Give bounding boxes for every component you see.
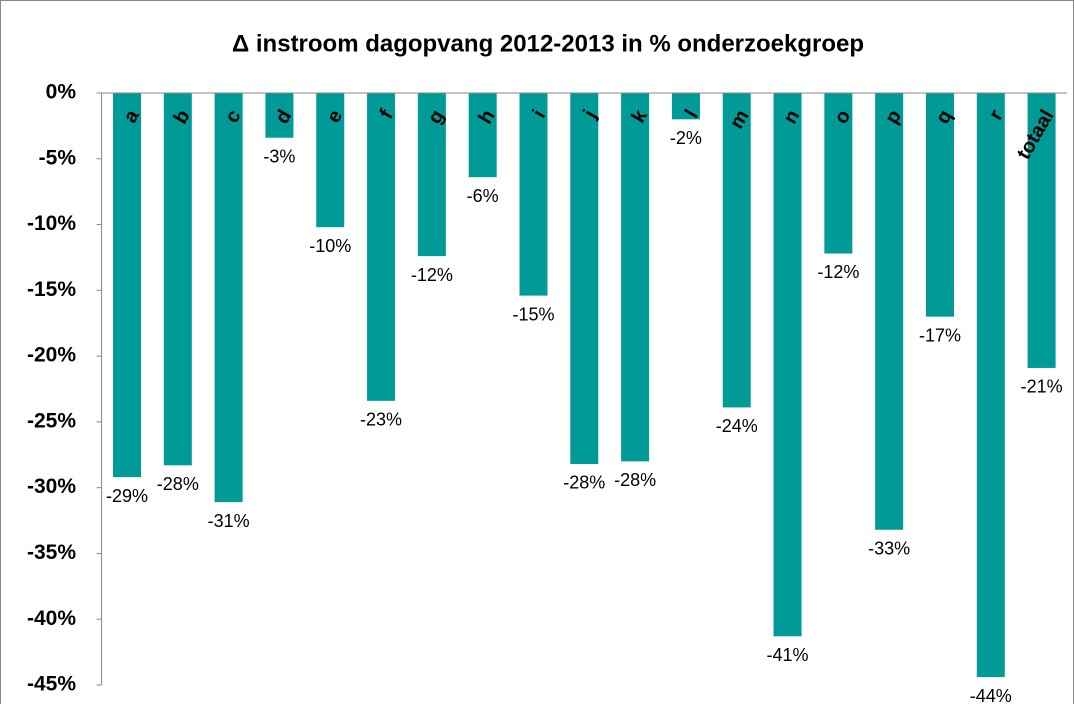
y-tick-label: 0% bbox=[46, 81, 77, 104]
bar bbox=[1027, 93, 1056, 368]
value-label: -10% bbox=[309, 236, 351, 256]
y-tick-label: -45% bbox=[27, 673, 76, 696]
value-label: -21% bbox=[1021, 377, 1063, 397]
bar bbox=[824, 93, 853, 254]
value-label: -23% bbox=[360, 410, 402, 430]
bar bbox=[163, 93, 192, 466]
bar bbox=[570, 93, 599, 464]
y-tick-label: -15% bbox=[27, 278, 76, 301]
bar bbox=[468, 93, 497, 178]
bar bbox=[671, 93, 700, 120]
value-label: -28% bbox=[157, 474, 199, 494]
y-tick-label: -5% bbox=[39, 146, 77, 169]
bar bbox=[722, 93, 751, 408]
bar bbox=[773, 93, 802, 637]
value-label: -24% bbox=[716, 416, 758, 436]
value-label: -2% bbox=[670, 128, 702, 148]
value-label: -41% bbox=[767, 645, 809, 665]
bar bbox=[621, 93, 650, 462]
value-label: -12% bbox=[411, 265, 453, 285]
bar bbox=[367, 93, 396, 401]
bar bbox=[925, 93, 954, 317]
bar bbox=[976, 93, 1005, 678]
y-tick-label: -20% bbox=[27, 344, 76, 367]
value-label: -6% bbox=[467, 186, 499, 206]
bar bbox=[417, 93, 446, 257]
y-tick-label: -35% bbox=[27, 541, 76, 564]
value-label: -28% bbox=[614, 470, 656, 490]
bar bbox=[214, 93, 243, 503]
value-label: -28% bbox=[563, 473, 605, 493]
value-label: -44% bbox=[970, 686, 1012, 704]
y-tick-label: -25% bbox=[27, 409, 76, 432]
y-tick-label: -40% bbox=[27, 607, 76, 630]
value-label: -12% bbox=[817, 262, 859, 282]
bar bbox=[113, 93, 142, 478]
y-tick-label: -30% bbox=[27, 475, 76, 498]
chart-title: Δ instroom dagopvang 2012-2013 in % onde… bbox=[232, 30, 864, 57]
value-label: -17% bbox=[919, 325, 961, 345]
value-label: -31% bbox=[208, 511, 250, 531]
bar bbox=[316, 93, 345, 228]
bar bbox=[519, 93, 548, 296]
value-label: -29% bbox=[106, 486, 148, 506]
bar bbox=[875, 93, 904, 530]
value-label: -3% bbox=[263, 146, 295, 166]
y-tick-label: -10% bbox=[27, 212, 76, 235]
value-label: -33% bbox=[868, 539, 910, 559]
value-label: -15% bbox=[512, 304, 554, 324]
bar bbox=[265, 93, 294, 138]
